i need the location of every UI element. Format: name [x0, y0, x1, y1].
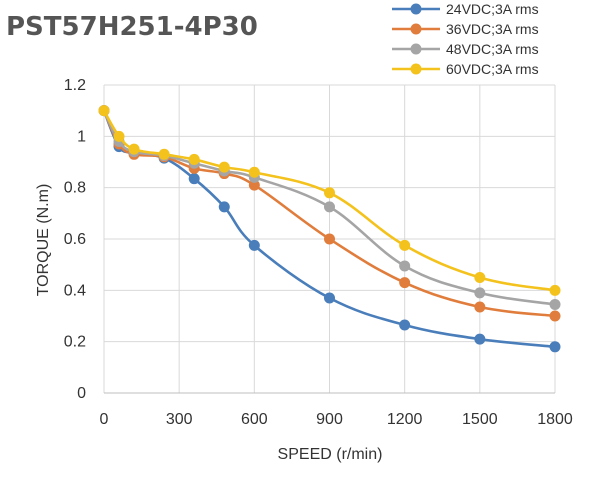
x-tick-label: 600	[241, 411, 268, 428]
x-tick-label: 1200	[387, 411, 423, 428]
data-point	[324, 201, 335, 213]
y-tick-label: 0.6	[64, 231, 86, 248]
data-point	[324, 292, 335, 304]
data-point	[399, 239, 411, 251]
x-tick-label: 0	[100, 411, 109, 428]
data-point	[474, 287, 486, 299]
data-point	[399, 319, 411, 331]
x-tick-label: 1800	[537, 411, 573, 428]
legend-label: 48VDC;3A rms	[446, 41, 539, 57]
data-point	[474, 333, 486, 345]
legend-marker	[410, 3, 422, 15]
data-point	[399, 260, 411, 272]
legend-label: 24VDC;3A rms	[446, 1, 539, 17]
legend-marker	[410, 23, 422, 35]
legend-label: 60VDC;3A rms	[446, 61, 539, 77]
data-point	[248, 166, 260, 178]
series-4	[98, 105, 561, 296]
data-point	[549, 284, 561, 296]
data-point	[188, 153, 200, 165]
legend-marker	[410, 63, 422, 75]
y-tick-label: 0	[77, 385, 86, 402]
data-point	[324, 233, 335, 245]
data-point	[248, 179, 260, 191]
y-axis-label: TORQUE (N.m)	[35, 184, 52, 297]
legend-label: 36VDC;3A rms	[446, 21, 539, 37]
legend-item: 48VDC;3A rms	[392, 41, 539, 57]
y-tick-label: 0.4	[64, 282, 86, 299]
data-point	[98, 105, 110, 117]
series-group	[98, 105, 561, 353]
y-tick-label: 1.2	[64, 77, 86, 94]
legend-marker	[410, 43, 422, 55]
data-point	[188, 173, 200, 185]
data-point	[218, 201, 230, 213]
data-point	[549, 310, 561, 322]
legend-item: 36VDC;3A rms	[392, 21, 539, 37]
data-point	[128, 143, 140, 155]
data-point	[218, 161, 230, 173]
legend-item: 60VDC;3A rms	[392, 61, 539, 77]
legend: 24VDC;3A rms 36VDC;3A rms 48VDC;3A rms 60VD…	[392, 1, 539, 77]
data-point	[158, 148, 170, 160]
data-point	[248, 239, 260, 251]
x-tick-label: 300	[166, 411, 193, 428]
x-axis-label: SPEED (r/min)	[278, 446, 383, 463]
x-tick-label: 900	[316, 411, 343, 428]
data-point	[399, 277, 411, 289]
data-point	[549, 341, 561, 353]
data-point	[474, 272, 486, 283]
x-tick-label: 1500	[462, 411, 498, 428]
data-point	[549, 298, 561, 310]
data-point	[113, 130, 125, 142]
data-point	[474, 301, 486, 313]
chart-title: PST57H251-4P30	[6, 12, 258, 42]
y-tick-label: 0.8	[64, 180, 86, 197]
y-tick-label: 0.2	[64, 334, 86, 351]
legend-item: 24VDC;3A rms	[392, 1, 539, 17]
y-tick-label: 1	[77, 128, 86, 145]
tick-labels: 0 0.2 0.4 0.6 0.8 1 1.2 0 300 600 900 1200 1500 1800	[64, 77, 573, 428]
data-point	[324, 187, 335, 199]
